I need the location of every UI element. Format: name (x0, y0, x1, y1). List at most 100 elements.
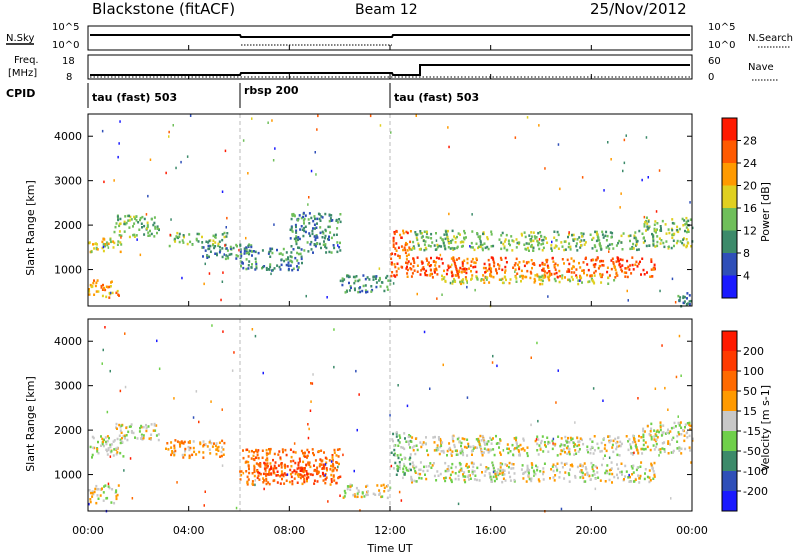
heatmap-cell (141, 215, 144, 219)
date-title: 25/Nov/2012 (590, 0, 687, 18)
heatmap-cell (410, 475, 413, 479)
heatmap-cell (252, 458, 255, 461)
heatmap-cell (346, 485, 349, 488)
heatmap-cell (418, 468, 421, 472)
heatmap-cell (481, 243, 484, 247)
heatmap-cell (280, 466, 283, 469)
heatmap-cell (590, 461, 593, 465)
heatmap-cell (502, 477, 505, 480)
heatmap-cell (653, 474, 656, 477)
heatmap-cell (430, 237, 433, 240)
heatmap-cell (123, 220, 126, 224)
heatmap-cell (638, 434, 640, 438)
heatmap-cell (474, 265, 477, 269)
heatmap-cell (500, 241, 503, 244)
heatmap-cell (137, 221, 140, 224)
heatmap-cell (107, 246, 110, 249)
heatmap-cell (456, 245, 459, 249)
heatmap-cell (548, 272, 551, 275)
heatmap-cell (647, 176, 649, 179)
heatmap-cell (189, 114, 192, 117)
heatmap-cell (594, 477, 597, 480)
heatmap-cell (307, 436, 310, 440)
heatmap-cell (612, 262, 615, 266)
heatmap-cell (438, 244, 441, 248)
heatmap-cell (183, 235, 185, 239)
heatmap-cell (627, 299, 629, 302)
heatmap-cell (265, 482, 268, 486)
heatmap-cell (470, 450, 473, 453)
heatmap-cell (439, 439, 442, 443)
heatmap-cell (521, 464, 524, 467)
heatmap-cell (180, 160, 182, 164)
heatmap-cell (322, 479, 325, 482)
heatmap-cell (600, 441, 603, 445)
heatmap-cell (642, 433, 645, 436)
heatmap-cell (408, 467, 411, 471)
heatmap-cell (538, 247, 541, 251)
heatmap-cell (435, 479, 438, 482)
heatmap-cell (89, 491, 92, 495)
heatmap-cell (524, 275, 527, 279)
heatmap-cell (293, 237, 296, 241)
heatmap-cell (113, 230, 116, 234)
heatmap-cell (333, 365, 335, 369)
heatmap-cell (486, 443, 489, 446)
heatmap-cell (443, 244, 446, 248)
heatmap-cell (459, 266, 462, 270)
heatmap-cell (262, 477, 265, 480)
heatmap-cell (526, 454, 529, 458)
heatmap-cell (570, 267, 573, 270)
heatmap-cell (465, 236, 467, 239)
count-strip: N.Sky 10^5 10^0 10^5 10^0 N.Search (6, 22, 793, 51)
heatmap-cell (118, 142, 120, 145)
heatmap-cell (474, 474, 477, 477)
heatmap-cell (440, 444, 443, 447)
heatmap-cell (681, 217, 684, 221)
heatmap-cell (293, 214, 296, 218)
colorbar-tick-label: 15 (743, 405, 757, 418)
heatmap-cell (448, 242, 451, 245)
heatmap-cell (628, 480, 631, 483)
heatmap-cell (268, 472, 271, 476)
heatmap-cell (429, 462, 432, 465)
heatmap-cell (461, 260, 464, 264)
heatmap-cell (113, 241, 116, 245)
heatmap-cell (618, 444, 621, 448)
heatmap-cell (248, 252, 250, 256)
heatmap-cell (409, 453, 412, 456)
heatmap-cell (514, 262, 517, 265)
heatmap-cell (644, 447, 647, 451)
heatmap-cell (482, 437, 485, 441)
heatmap-cell (597, 267, 600, 270)
heatmap-cell (670, 497, 672, 500)
heatmap-cell (276, 470, 279, 473)
heatmap-cell (339, 213, 342, 216)
heatmap-cell (462, 473, 464, 476)
heatmap-cell (176, 231, 179, 235)
heatmap-cell (461, 264, 464, 268)
heatmap-cell (397, 246, 400, 249)
heatmap-cell (403, 432, 406, 435)
heatmap-cell (568, 452, 571, 456)
heatmap-cell (643, 477, 646, 481)
heatmap-cell (398, 464, 401, 467)
heatmap-cell (515, 438, 517, 442)
heatmap-cell (491, 480, 493, 483)
heatmap-cell (408, 434, 411, 437)
heatmap-cell (645, 244, 648, 248)
heatmap-cell (248, 260, 251, 263)
heatmap-cell (566, 258, 569, 262)
heatmap-cell (405, 267, 408, 270)
heatmap-cell (554, 442, 557, 446)
heatmap-cell (567, 245, 570, 249)
heatmap-cell (485, 278, 488, 281)
heatmap-cell (418, 476, 421, 480)
heatmap-cell (119, 429, 122, 432)
heatmap-cell (571, 463, 573, 466)
heatmap-cell (323, 451, 325, 454)
heatmap-cell (584, 241, 587, 244)
heatmap-cell (95, 484, 98, 488)
heatmap-cell (301, 261, 303, 265)
heatmap-cell (379, 278, 381, 281)
